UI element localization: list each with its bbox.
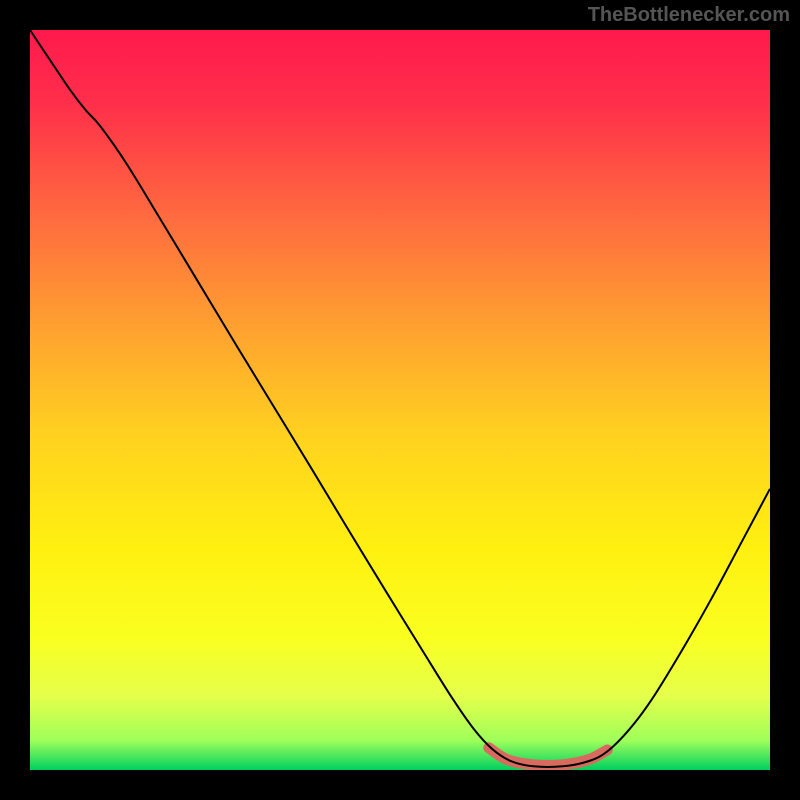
chart-curve-layer <box>30 30 770 770</box>
chart-plot-area <box>30 30 770 770</box>
bottleneck-highlight-segment <box>489 748 607 766</box>
watermark-text: TheBottlenecker.com <box>588 4 790 27</box>
bottleneck-curve <box>30 30 770 767</box>
